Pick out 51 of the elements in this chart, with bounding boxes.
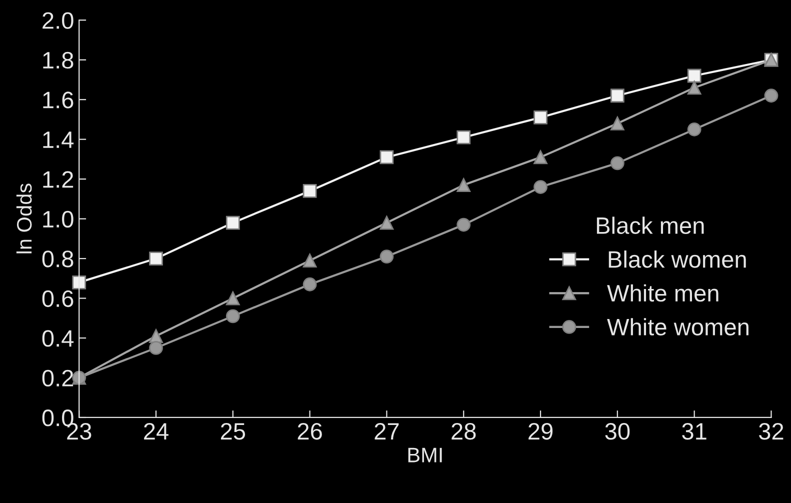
y-axis-title: ln Odds — [16, 184, 32, 254]
point — [380, 150, 394, 164]
point — [687, 68, 702, 83]
point — [610, 88, 624, 103]
point — [534, 180, 548, 194]
y-tick-label: 1.8 — [43, 52, 74, 69]
point — [380, 250, 394, 264]
point — [456, 178, 471, 192]
legend-title: Black men — [596, 216, 704, 234]
y-tick-label: 1.6 — [43, 92, 74, 108]
y-tick-label: 1.4 — [43, 132, 74, 148]
point — [302, 277, 317, 292]
point — [380, 216, 394, 230]
y-tick-label: 1.2 — [43, 171, 74, 188]
x-tick-label: 26 — [298, 422, 322, 440]
y-tick-label: 0.4 — [42, 330, 74, 347]
x-tick-label: 28 — [452, 422, 476, 440]
point — [226, 291, 240, 306]
point — [226, 309, 240, 324]
point — [149, 329, 163, 343]
legend-label: White men — [607, 284, 718, 302]
x-tick-label: 30 — [605, 422, 630, 440]
point — [534, 150, 548, 164]
point — [456, 130, 471, 144]
x-tick-label: 31 — [682, 422, 706, 440]
y-tick-label: 0.8 — [42, 250, 74, 268]
legend-label: White women — [607, 318, 748, 336]
point — [687, 80, 702, 95]
point — [687, 122, 702, 136]
point — [610, 116, 624, 130]
x-tick-label: 29 — [528, 422, 553, 440]
x-tick-label: 24 — [144, 422, 168, 440]
point — [226, 216, 240, 230]
y-tick-label: 2.0 — [42, 12, 74, 29]
x-tick-label: 27 — [374, 422, 399, 440]
point — [149, 341, 163, 355]
point — [302, 254, 317, 268]
x-tick-label: 32 — [758, 422, 784, 440]
point — [302, 184, 317, 198]
point — [149, 252, 163, 266]
y-tick-label: 0.6 — [42, 290, 74, 308]
x-tick-label: 25 — [220, 422, 246, 440]
point — [456, 218, 471, 232]
legend-label: Black women — [608, 250, 746, 268]
point — [764, 88, 778, 103]
point — [610, 156, 624, 170]
x-axis-title: BMI — [408, 448, 442, 462]
y-tick-label: 0.2 — [42, 370, 74, 387]
y-tick-label: 1.0 — [43, 210, 74, 228]
point — [534, 110, 548, 124]
point — [72, 275, 86, 290]
